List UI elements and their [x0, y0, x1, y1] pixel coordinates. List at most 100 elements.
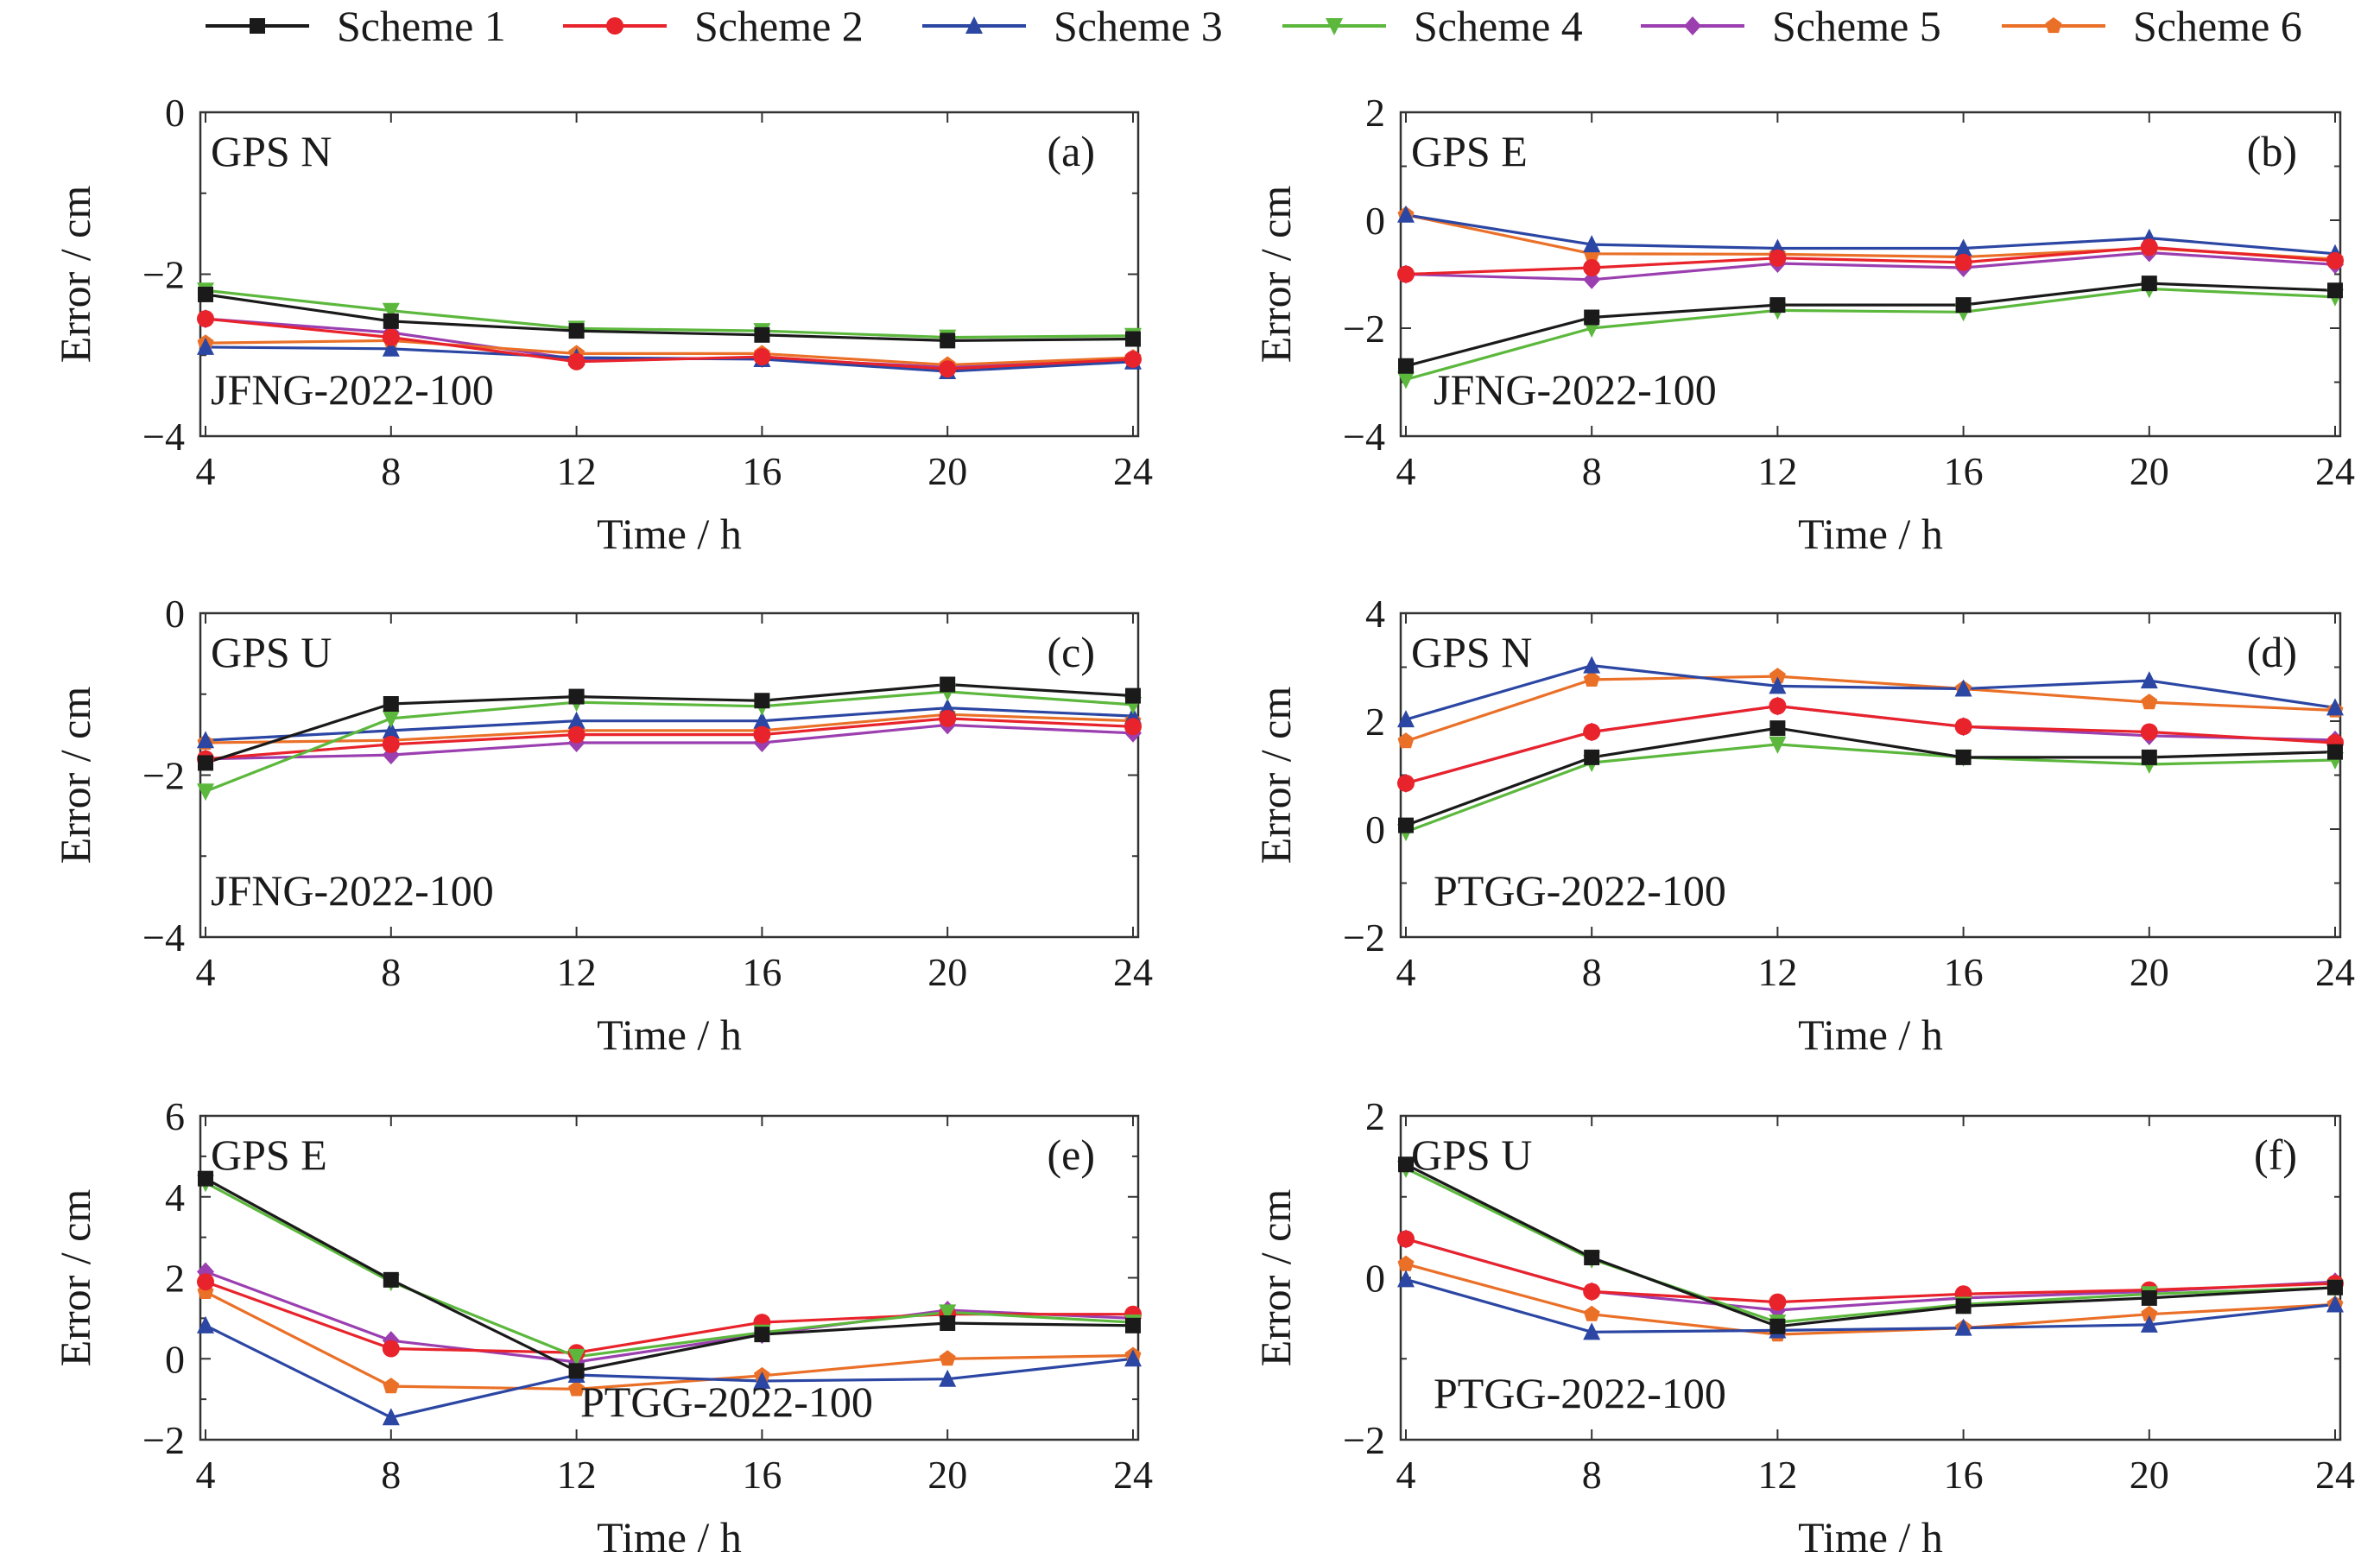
data-point-scheme-2: [2326, 251, 2344, 269]
station-label: PTGG-2022-100: [1434, 1369, 1726, 1417]
x-tick-label: 24: [1113, 1453, 1153, 1497]
x-tick-label: 8: [1582, 449, 1602, 493]
data-point-scheme-2: [1397, 1230, 1415, 1248]
y-tick-label: −2: [142, 754, 185, 798]
data-point-scheme-2: [382, 1340, 400, 1358]
data-point-scheme-2: [197, 310, 214, 328]
data-point-scheme-1: [1955, 297, 1972, 314]
component-label: GPS U: [1411, 1131, 1532, 1179]
data-point-scheme-3: [1583, 656, 1601, 674]
component-label: GPS N: [211, 127, 332, 175]
data-point-scheme-3: [1397, 1270, 1415, 1288]
data-point-scheme-2: [1769, 249, 1787, 267]
data-point-scheme-3: [567, 711, 586, 729]
panel-f: 4 8 12 16 20 24 −2 0 2 Time / h Error / cm GPS U (f)…: [1251, 1094, 2355, 1552]
data-point-scheme-3: [939, 1369, 957, 1387]
x-tick-label: 24: [2315, 950, 2355, 994]
data-point-scheme-1: [2327, 1279, 2343, 1295]
panel-b: 4 8 12 16 20 24 −4 −2 0 2 Time / h Error / cm GPS E (…: [1251, 91, 2355, 558]
x-tick-label: 12: [557, 1453, 597, 1497]
series-group: [1397, 656, 2344, 842]
component-label: GPS U: [211, 628, 332, 676]
x-tick-label: 8: [1582, 950, 1602, 994]
x-tick-label: 8: [1582, 1453, 1602, 1497]
data-point-scheme-3: [2140, 671, 2158, 689]
data-point-scheme-3: [1954, 679, 1972, 697]
y-tick-label: 0: [1365, 1257, 1385, 1301]
y-tick-label: 4: [165, 1175, 185, 1219]
data-point-scheme-1: [1955, 1298, 1972, 1314]
data-point-scheme-3: [753, 1371, 771, 1390]
station-label: PTGG-2022-100: [580, 1378, 873, 1426]
data-point-scheme-1: [1584, 309, 1600, 326]
data-point-scheme-3: [753, 711, 771, 729]
x-axis-label: Time / h: [1798, 1513, 1943, 1552]
x-tick-label: 12: [557, 449, 597, 493]
data-point-scheme-1: [2327, 282, 2343, 299]
component-label: GPS E: [1411, 127, 1528, 175]
y-tick-label: 0: [165, 1337, 185, 1381]
y-tick-label: −2: [1343, 1418, 1385, 1462]
data-point-scheme-4: [382, 302, 400, 320]
legend-marker: [250, 18, 265, 34]
data-point-scheme-1: [1955, 749, 1972, 765]
x-tick-label: 24: [1113, 449, 1153, 493]
data-point-scheme-1: [568, 1363, 585, 1379]
station-label: JFNG-2022-100: [1434, 365, 1717, 414]
legend-label: Scheme 3: [1054, 2, 1223, 50]
y-tick-label: 2: [165, 1257, 185, 1301]
series-line-scheme-2: [205, 317, 1134, 371]
legend-label: Scheme 4: [1414, 2, 1583, 50]
panel-label: (d): [2247, 628, 2297, 676]
y-tick-label: −4: [1343, 415, 1385, 459]
panel-label: (f): [2254, 1131, 2297, 1179]
data-point-scheme-3: [1954, 1318, 1972, 1336]
series-line-scheme-2: [205, 1280, 1133, 1354]
y-tick-label: 0: [1365, 808, 1385, 852]
station-label: PTGG-2022-100: [1434, 866, 1726, 915]
data-point-scheme-6: [383, 1378, 400, 1394]
data-point-scheme-4: [1769, 736, 1787, 754]
data-point-scheme-2: [1769, 697, 1787, 715]
x-tick-label: 12: [1757, 1453, 1797, 1497]
data-point-scheme-1: [1584, 749, 1600, 765]
data-point-scheme-2: [1769, 1293, 1787, 1311]
x-tick-label: 12: [1757, 449, 1797, 493]
x-tick-label: 20: [2130, 950, 2169, 994]
data-point-scheme-1: [2141, 1289, 2157, 1306]
y-tick-label: 0: [165, 91, 185, 135]
series-line-scheme-1: [205, 293, 1134, 342]
data-point-scheme-6: [568, 1380, 586, 1397]
legend-label: Scheme 6: [2133, 2, 2302, 50]
data-point-scheme-2: [382, 328, 400, 346]
x-tick-label: 24: [1113, 950, 1153, 994]
data-point-scheme-1: [1769, 297, 1786, 314]
data-point-scheme-2: [939, 360, 957, 378]
panel-c: 4 8 12 16 20 24 −4 −2 0 Time / h Error / cm GPS U (c…: [51, 592, 1153, 1059]
data-point-scheme-3: [2326, 698, 2344, 716]
data-point-scheme-2: [2140, 723, 2158, 741]
x-tick-label: 16: [742, 1453, 782, 1497]
x-tick-label: 20: [2130, 449, 2169, 493]
legend-marker: [965, 16, 983, 34]
data-point-scheme-1: [940, 1315, 956, 1331]
data-point-scheme-1: [1398, 358, 1414, 374]
data-point-scheme-6: [2141, 1305, 2158, 1321]
component-label: GPS N: [1411, 628, 1532, 676]
data-point-scheme-1: [1125, 1317, 1141, 1333]
series-line-scheme-1: [205, 682, 1134, 764]
data-point-scheme-3: [1954, 238, 1972, 257]
data-point-scheme-2: [197, 1273, 214, 1291]
data-point-scheme-3: [382, 339, 400, 357]
series-line-scheme-6: [205, 1290, 1134, 1391]
legend-marker: [1684, 16, 1701, 35]
data-point-scheme-4: [939, 1304, 957, 1322]
y-tick-label: 0: [165, 592, 185, 636]
data-point-scheme-1: [568, 688, 585, 705]
data-point-scheme-2: [1397, 774, 1415, 792]
series-line-scheme-4: [205, 690, 1134, 793]
data-point-scheme-2: [1124, 718, 1142, 736]
x-tick-label: 16: [1944, 1453, 1984, 1497]
